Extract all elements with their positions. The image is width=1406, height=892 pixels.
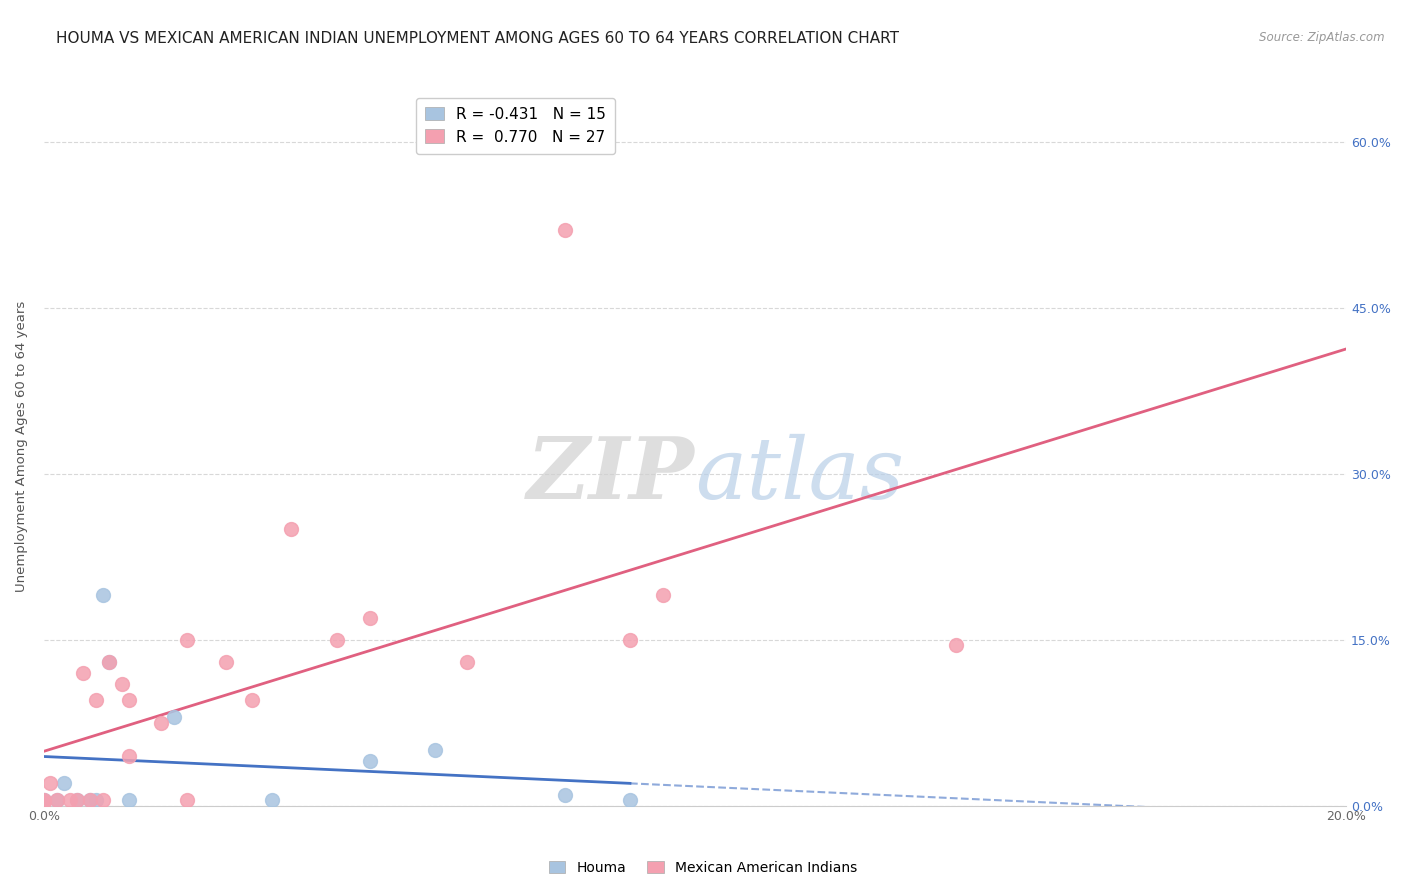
Point <box>240 693 263 707</box>
Point <box>117 693 139 707</box>
Point <box>79 793 101 807</box>
Point <box>176 793 198 807</box>
Text: atlas: atlas <box>695 434 904 516</box>
Point <box>98 655 121 669</box>
Point <box>554 223 576 237</box>
Point <box>32 795 55 809</box>
Text: HOUMA VS MEXICAN AMERICAN INDIAN UNEMPLOYMENT AMONG AGES 60 TO 64 YEARS CORRELAT: HOUMA VS MEXICAN AMERICAN INDIAN UNEMPLO… <box>56 31 900 46</box>
Point <box>619 793 641 807</box>
Point <box>619 632 641 647</box>
Y-axis label: Unemployment Among Ages 60 to 64 years: Unemployment Among Ages 60 to 64 years <box>15 301 28 591</box>
Point <box>117 748 139 763</box>
Point <box>423 743 446 757</box>
Text: Source: ZipAtlas.com: Source: ZipAtlas.com <box>1260 31 1385 45</box>
Point <box>176 632 198 647</box>
Legend: R = -0.431   N = 15, R =  0.770   N = 27: R = -0.431 N = 15, R = 0.770 N = 27 <box>416 97 614 153</box>
Text: ZIP: ZIP <box>527 433 695 516</box>
Point <box>150 715 173 730</box>
Point <box>65 793 87 807</box>
Point <box>359 610 381 624</box>
Legend: Houma, Mexican American Indians: Houma, Mexican American Indians <box>543 855 863 880</box>
Point <box>260 793 283 807</box>
Point <box>52 776 75 790</box>
Point <box>215 655 238 669</box>
Point <box>651 588 673 602</box>
Point <box>65 793 87 807</box>
Point <box>46 793 69 807</box>
Point <box>91 793 114 807</box>
Point <box>84 793 107 807</box>
Point <box>359 755 381 769</box>
Point <box>46 793 69 807</box>
Point <box>163 710 186 724</box>
Point <box>84 693 107 707</box>
Point <box>79 793 101 807</box>
Point <box>32 793 55 807</box>
Point <box>326 632 349 647</box>
Point <box>98 655 121 669</box>
Point <box>111 677 134 691</box>
Point <box>91 588 114 602</box>
Point <box>280 522 302 536</box>
Point <box>39 776 62 790</box>
Point <box>32 793 55 807</box>
Point <box>72 665 94 680</box>
Point <box>59 793 82 807</box>
Point <box>456 655 478 669</box>
Point <box>945 638 967 652</box>
Point <box>117 793 139 807</box>
Point <box>554 788 576 802</box>
